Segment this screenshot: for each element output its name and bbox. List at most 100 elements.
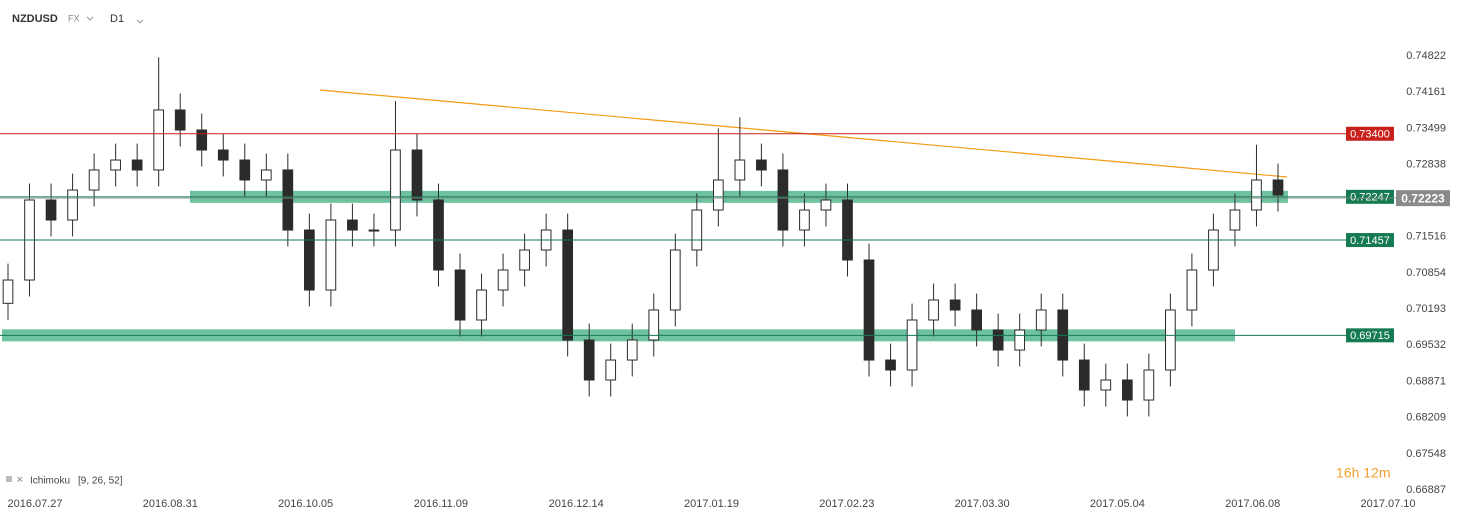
- candle-body: [777, 169, 789, 231]
- candle-body: [174, 109, 186, 131]
- x-tick-label: 2016.12.14: [549, 498, 604, 510]
- candle-body: [626, 339, 638, 361]
- candle-body: [1251, 179, 1262, 211]
- candle-body: [928, 299, 939, 321]
- candle-body: [131, 159, 143, 171]
- candle-body: [390, 149, 401, 231]
- level-label-bg: [1346, 233, 1394, 248]
- candle-body: [583, 339, 595, 381]
- candle-body: [992, 329, 1004, 351]
- candle-body: [1165, 309, 1176, 371]
- y-tick-label: 0.71516: [1406, 231, 1446, 243]
- timeframe[interactable]: D1: [110, 13, 124, 25]
- x-tick-label: 2017.05.04: [1090, 498, 1145, 510]
- indicator-name: Ichimoku: [30, 476, 70, 487]
- dropdown-arrow[interactable]: [136, 19, 144, 24]
- candle-body: [1100, 379, 1112, 391]
- candle-body: [88, 169, 100, 191]
- level-label-bg: [1346, 189, 1394, 204]
- timer: 16h 12m: [1336, 465, 1390, 481]
- candle-body: [669, 249, 681, 311]
- candle-body: [260, 169, 272, 181]
- candle-body: [217, 149, 229, 161]
- y-tick-label: 0.69532: [1406, 339, 1446, 351]
- dropdown-arrow[interactable]: [86, 16, 94, 21]
- candle-body: [1272, 179, 1284, 196]
- y-tick-label: 0.66887: [1406, 484, 1446, 496]
- candle-body: [562, 229, 574, 341]
- candle-body: [282, 169, 294, 231]
- x-tick-label: 2016.11.09: [414, 498, 468, 510]
- candle-body: [110, 159, 121, 171]
- x-tick-label: 2017.01.19: [684, 498, 739, 510]
- indicator-icon[interactable]: [6, 476, 12, 482]
- candle-body: [885, 359, 896, 371]
- x-tick-label: 2016.10.05: [278, 498, 333, 510]
- x-tick-label: 2017.03.30: [955, 498, 1010, 510]
- level-label: 0.69715: [1350, 330, 1390, 342]
- candle-body: [368, 229, 380, 232]
- candle-body: [756, 159, 767, 171]
- candle-body: [712, 179, 724, 211]
- level-label: 0.73400: [1350, 129, 1390, 141]
- candle-body: [476, 289, 487, 321]
- candle-body: [497, 269, 509, 291]
- market: FX: [68, 13, 80, 23]
- candle-body: [454, 269, 466, 321]
- y-tick-label: 0.73499: [1406, 122, 1446, 134]
- y-tick-label: 0.74822: [1406, 50, 1446, 62]
- candle-body: [1186, 269, 1198, 311]
- candle-body: [2, 279, 14, 304]
- indicator-close[interactable]: ✕: [16, 474, 24, 484]
- candle-body: [1078, 359, 1090, 391]
- candle-body: [648, 309, 660, 341]
- candle-body: [605, 359, 617, 381]
- candle-body: [1121, 379, 1133, 401]
- candle-body: [325, 219, 337, 291]
- x-tick-label: 2016.08.31: [143, 498, 198, 510]
- last-price-label: 0.72223: [1401, 191, 1445, 205]
- candle-body: [820, 199, 832, 211]
- candle-body: [304, 229, 315, 291]
- candle-body: [239, 159, 251, 181]
- y-tick-label: 0.70854: [1406, 267, 1446, 279]
- symbol[interactable]: NZDUSD: [12, 13, 58, 25]
- candle-body: [1229, 209, 1241, 231]
- candle-body: [347, 219, 358, 231]
- last-price-bg: [1396, 190, 1450, 207]
- candle-body: [799, 209, 810, 231]
- level-label-bg: [1346, 328, 1394, 343]
- candle-body: [1143, 369, 1155, 401]
- indicator-params: [9, 26, 52]: [78, 476, 123, 487]
- y-tick-label: 0.74161: [1406, 86, 1446, 98]
- y-tick-label: 0.68209: [1406, 412, 1446, 424]
- y-tick-label: 0.72838: [1406, 158, 1446, 170]
- candle-body: [411, 149, 423, 201]
- x-tick-label: 2017.02.23: [819, 498, 874, 510]
- y-tick-label: 0.70193: [1406, 303, 1446, 315]
- candle-body: [1035, 309, 1047, 331]
- candle-body: [949, 299, 961, 311]
- x-tick-label: 2017.07.10: [1360, 498, 1415, 510]
- candle-body: [433, 199, 444, 271]
- candle-body: [863, 259, 875, 361]
- candle-body: [734, 159, 746, 181]
- x-tick-label: 2017.06.08: [1225, 498, 1280, 510]
- level-label: 0.72247: [1350, 192, 1390, 204]
- level-label: 0.71457: [1350, 235, 1390, 247]
- candle-body: [153, 109, 165, 171]
- candle-body: [971, 309, 982, 331]
- candle-body: [906, 319, 918, 371]
- candle-body: [1014, 329, 1026, 351]
- candle-body: [196, 129, 208, 151]
- candle-body: [691, 209, 703, 251]
- level-label-bg: [1346, 126, 1394, 141]
- candle-body: [842, 199, 853, 261]
- y-tick-label: 0.67548: [1406, 448, 1446, 460]
- y-tick-label: 0.68871: [1406, 375, 1446, 387]
- candle-body: [519, 249, 530, 271]
- x-tick-label: 2016.07.27: [7, 498, 62, 510]
